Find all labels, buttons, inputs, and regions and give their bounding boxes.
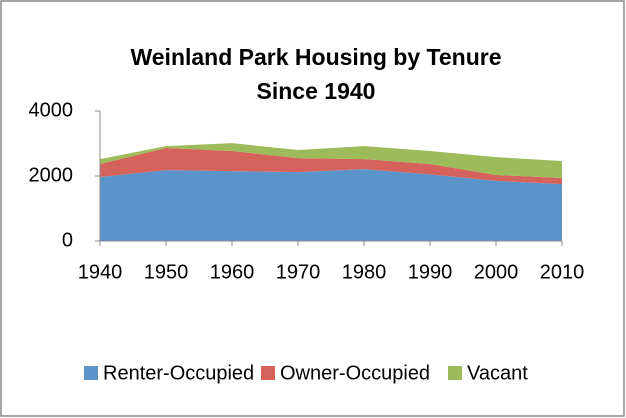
x-tick-label: 1970	[276, 261, 321, 283]
area	[100, 148, 562, 185]
x-tick-label: 1980	[342, 261, 387, 283]
y-tick-label: 0	[62, 229, 73, 251]
x-tick-label: 2010	[540, 261, 585, 283]
x-tick-label: 2000	[474, 261, 519, 283]
chart-title: Weinland Park Housing by Tenure Since 19…	[130, 44, 502, 104]
x-tick-label: 1940	[78, 261, 123, 283]
legend-label: Vacant	[467, 362, 528, 384]
x-tick-label: 1960	[210, 261, 255, 283]
legend-swatch	[261, 366, 275, 380]
legend-label: Owner-Occupied	[280, 362, 430, 384]
legend-swatch	[448, 366, 462, 380]
x-tick-label: 1950	[144, 261, 189, 283]
legend-swatch	[84, 366, 98, 380]
y-tick-label: 2000	[29, 164, 74, 186]
y-tick-label: 4000	[29, 99, 74, 121]
legend-label: Renter-Occupied	[103, 362, 254, 384]
x-tick-label: 1990	[408, 261, 453, 283]
area	[100, 143, 562, 178]
area	[100, 169, 562, 241]
